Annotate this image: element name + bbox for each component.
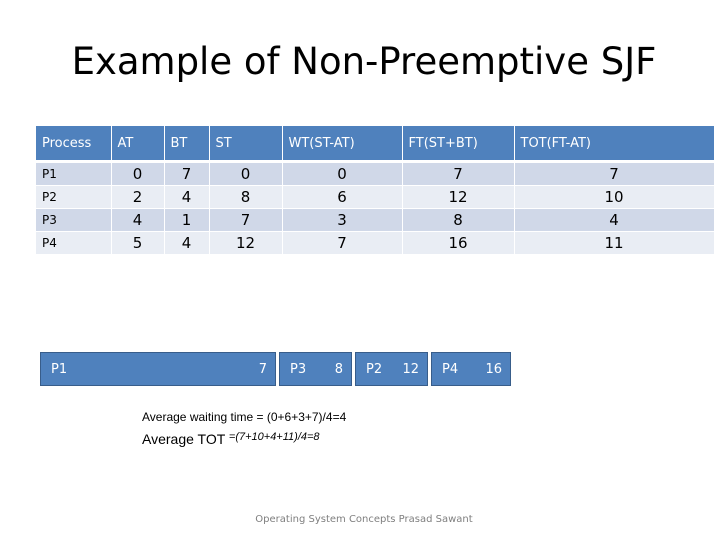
gantt-block-p1: P1 7 [40,352,276,386]
slide-title: Example of Non-Preemptive SJF [71,40,657,83]
cell-bt: 4 [164,185,210,209]
col-header-at: AT [111,126,165,163]
cell-bt: 7 [164,161,210,186]
cell-at: 0 [111,161,165,186]
gantt-process-label: P1 [51,361,68,377]
cell-st: 7 [209,208,283,232]
cell-bt: 4 [164,231,210,255]
cell-at: 2 [111,185,165,209]
slide-footer: Operating System Concepts Prasad Sawant [255,514,473,525]
cell-ft: 7 [402,161,515,186]
cell-process: P2 [36,185,112,209]
process-table: Process AT BT ST WT(ST-AT) FT(ST+BT) TOT… [36,126,715,255]
cell-process: P3 [36,208,112,232]
gantt-process-label: P4 [442,361,459,377]
cell-tot: 11 [514,231,715,255]
cell-at: 5 [111,231,165,255]
gantt-block-p2: P2 12 [355,352,428,386]
cell-wt: 0 [282,161,403,186]
cell-ft: 12 [402,185,515,209]
cell-tot: 7 [514,161,715,186]
gantt-end-time: 12 [402,361,419,377]
table-row: P1 0 7 0 0 7 7 [36,161,715,186]
col-header-bt: BT [164,126,210,163]
col-header-process: Process [36,126,112,163]
gantt-block-p4: P4 16 [431,352,511,386]
cell-wt: 6 [282,185,403,209]
cell-tot: 4 [514,208,715,232]
gantt-process-label: P2 [366,361,383,377]
table-row: P4 5 4 12 7 16 11 [36,231,715,255]
cell-st: 8 [209,185,283,209]
col-header-st: ST [209,126,283,163]
cell-wt: 3 [282,208,403,232]
cell-tot: 10 [514,185,715,209]
col-header-ft: FT(ST+BT) [402,126,515,163]
cell-at: 4 [111,208,165,232]
cell-st: 12 [209,231,283,255]
average-waiting-time: Average waiting time = (0+6+3+7)/4=4 [142,410,347,424]
gantt-chart: P1 7 P3 8 P2 12 P4 16 [40,352,514,388]
gantt-end-time: 7 [258,361,267,377]
gantt-end-time: 16 [485,361,502,377]
average-tot-label: Average TOT [142,431,226,447]
cell-bt: 1 [164,208,210,232]
gantt-end-time: 8 [334,361,343,377]
col-header-tot: TOT(FT-AT) [514,126,715,163]
table-row: P3 4 1 7 3 8 4 [36,208,715,232]
cell-process: P4 [36,231,112,255]
table-row: P2 2 4 8 6 12 10 [36,185,715,209]
cell-process: P1 [36,161,112,186]
cell-ft: 8 [402,208,515,232]
table-header-row: Process AT BT ST WT(ST-AT) FT(ST+BT) TOT… [36,126,715,163]
average-tot-formula: =(7+10+4+11)/4=8 [228,431,320,443]
gantt-process-label: P3 [290,361,307,377]
gantt-block-p3: P3 8 [279,352,352,386]
cell-st: 0 [209,161,283,186]
cell-wt: 7 [282,231,403,255]
average-tot: Average TOT =(7+10+4+11)/4=8 [142,431,320,447]
col-header-wt: WT(ST-AT) [282,126,403,163]
cell-ft: 16 [402,231,515,255]
